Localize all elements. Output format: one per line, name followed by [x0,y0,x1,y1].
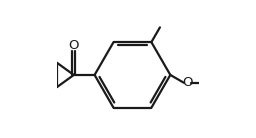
Text: O: O [69,39,79,52]
Text: O: O [182,76,192,89]
